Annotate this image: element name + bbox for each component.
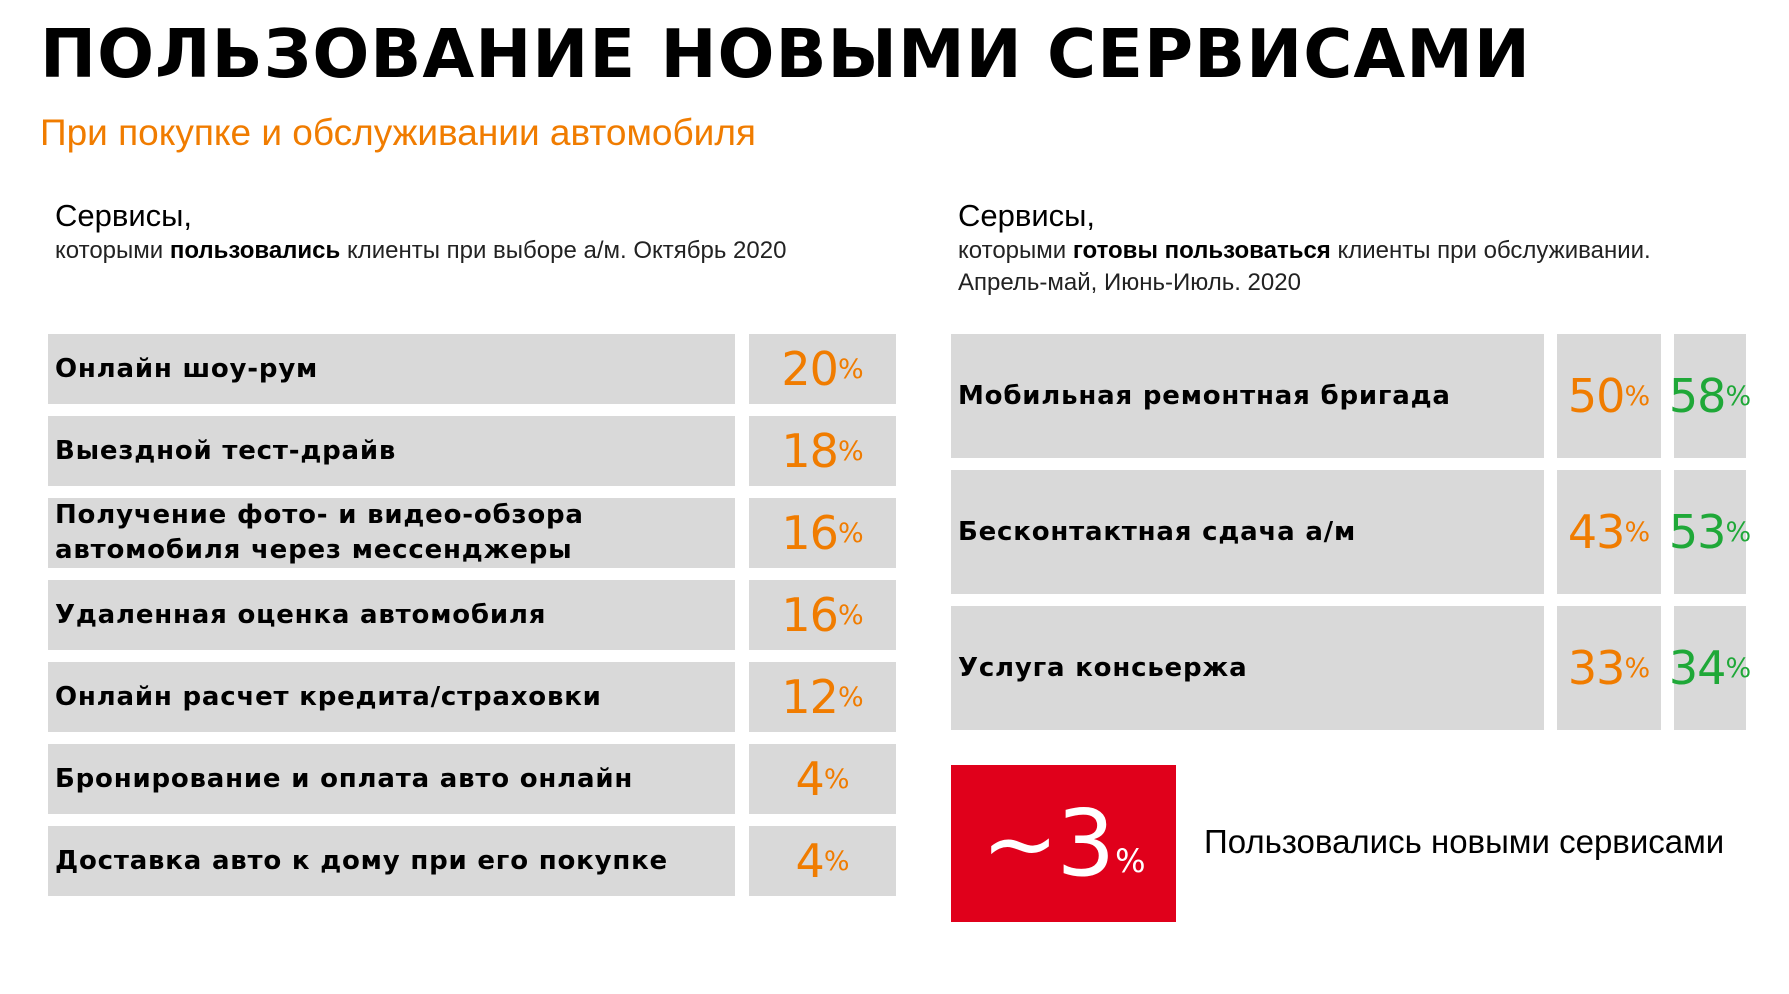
- percent-sign: %: [837, 599, 864, 631]
- service-label: Онлайн шоу-рум: [55, 353, 319, 384]
- service-label: Бесконтактная сдача а/м: [958, 516, 1357, 547]
- right-panel-description: которыми готовы пользоваться клиенты при…: [958, 235, 1651, 267]
- service-label-cell: Бронирование и оплата авто онлайн: [48, 744, 735, 814]
- percent-sign: %: [1725, 516, 1752, 548]
- right-desc-after: клиенты при обслуживании.: [1330, 237, 1651, 264]
- service-value: 12: [781, 670, 839, 724]
- right-panel-period: Апрель-май, Июнь-Июль. 2020: [958, 269, 1301, 296]
- page-title: ПОЛЬЗОВАНИЕ НОВЫМИ СЕРВИСАМИ: [40, 15, 1532, 93]
- highlight-value: ~3: [981, 789, 1115, 897]
- service-value: 4: [795, 752, 825, 806]
- service-label: Получение фото- и видео-обзора автомобил…: [55, 500, 584, 565]
- service-value: 16: [781, 506, 839, 560]
- value-cell-second-period: 53%: [1669, 470, 1751, 594]
- right-panel-heading: Сервисы,: [958, 198, 1096, 233]
- service-value-first-period: 50: [1567, 369, 1626, 423]
- service-value: 18: [781, 424, 839, 478]
- percent-sign: %: [1725, 652, 1752, 684]
- table-row: Бронирование и оплата авто онлайн 4%: [48, 744, 898, 814]
- service-value: 16: [781, 588, 839, 642]
- service-value-cell: 20%: [749, 334, 896, 404]
- highlight-unit: %: [1115, 842, 1146, 880]
- right-desc-before: которыми: [958, 237, 1073, 264]
- table-row: Услуга консьержа 33% 34%: [951, 606, 1751, 730]
- left-panel-description: которыми пользовались клиенты при выборе…: [55, 235, 786, 267]
- left-desc-before: которыми: [55, 237, 170, 264]
- left-desc-after: клиенты при выборе а/м. Октябрь 2020: [340, 237, 787, 264]
- left-panel-header: Сервисы, которыми пользовались клиенты п…: [55, 197, 786, 267]
- service-value: 4: [795, 834, 825, 888]
- service-label: Онлайн расчет кредита/страховки: [55, 681, 602, 712]
- percent-sign: %: [1725, 380, 1752, 412]
- percent-sign: %: [1624, 516, 1651, 548]
- left-desc-bold: пользовались: [169, 237, 341, 264]
- service-value-second-period: 34: [1668, 641, 1727, 695]
- page-subtitle: При покупке и обслуживании автомобиля: [40, 112, 756, 153]
- service-value-first-period: 33: [1567, 641, 1626, 695]
- table-row: Удаленная оценка автомобиля 16%: [48, 580, 898, 650]
- service-value-cell: 4%: [749, 744, 896, 814]
- table-row: Доставка авто к дому при его покупке 4%: [48, 826, 898, 896]
- percent-sign: %: [823, 845, 850, 877]
- service-value-first-period: 43: [1567, 505, 1626, 559]
- service-label-cell: Мобильная ремонтная бригада: [951, 334, 1544, 458]
- table-row: Получение фото- и видео-обзора автомобил…: [48, 498, 898, 568]
- service-label: Доставка авто к дому при его покупке: [55, 845, 668, 876]
- table-row: Онлайн шоу-рум 20%: [48, 334, 898, 404]
- service-label: Мобильная ремонтная бригада: [958, 380, 1451, 411]
- service-label-cell: Выездной тест-драйв: [48, 416, 735, 486]
- left-panel-heading: Сервисы,: [55, 198, 193, 233]
- table-row: Мобильная ремонтная бригада 50% 58%: [951, 334, 1751, 458]
- service-label-cell: Доставка авто к дому при его покупке: [48, 826, 735, 896]
- value-cell-first-period: 33%: [1557, 606, 1661, 730]
- service-value-cell: 12%: [749, 662, 896, 732]
- service-value-cell: 16%: [749, 498, 896, 568]
- service-label: Бронирование и оплата авто онлайн: [55, 763, 634, 794]
- value-cell-first-period: 43%: [1557, 470, 1661, 594]
- right-panel-header: Сервисы, которыми готовы пользоваться кл…: [958, 197, 1651, 299]
- table-row: Бесконтактная сдача а/м 43% 53%: [951, 470, 1751, 594]
- service-label: Выездной тест-драйв: [55, 435, 397, 466]
- service-value-cell: 18%: [749, 416, 896, 486]
- service-label-cell: Онлайн расчет кредита/страховки: [48, 662, 735, 732]
- service-value-second-period: 53: [1668, 505, 1727, 559]
- service-value-second-period: 58: [1668, 369, 1727, 423]
- highlight-badge: ~3%: [951, 765, 1176, 922]
- value-cell-second-period: 58%: [1669, 334, 1751, 458]
- percent-sign: %: [1624, 652, 1651, 684]
- percent-sign: %: [1624, 380, 1651, 412]
- highlight-caption: Пользовались новыми сервисами: [1204, 823, 1725, 860]
- value-cell-first-period: 50%: [1557, 334, 1661, 458]
- table-row: Онлайн расчет кредита/страховки 12%: [48, 662, 898, 732]
- percent-sign: %: [837, 517, 864, 549]
- percent-sign: %: [837, 435, 864, 467]
- service-label-cell: Онлайн шоу-рум: [48, 334, 735, 404]
- percent-sign: %: [837, 681, 864, 713]
- percent-sign: %: [823, 763, 850, 795]
- service-value: 20: [781, 342, 839, 396]
- service-label: Удаленная оценка автомобиля: [55, 599, 547, 630]
- right-desc-bold: готовы пользоваться: [1072, 237, 1331, 264]
- service-label: Услуга консьержа: [958, 652, 1248, 683]
- service-value-cell: 4%: [749, 826, 896, 896]
- table-row: Выездной тест-драйв 18%: [48, 416, 898, 486]
- service-label-cell: Удаленная оценка автомобиля: [48, 580, 735, 650]
- service-value-cell: 16%: [749, 580, 896, 650]
- service-label-cell: Услуга консьержа: [951, 606, 1544, 730]
- percent-sign: %: [837, 353, 864, 385]
- service-label-cell: Получение фото- и видео-обзора автомобил…: [48, 498, 735, 568]
- service-label-cell: Бесконтактная сдача а/м: [951, 470, 1544, 594]
- value-cell-second-period: 34%: [1669, 606, 1751, 730]
